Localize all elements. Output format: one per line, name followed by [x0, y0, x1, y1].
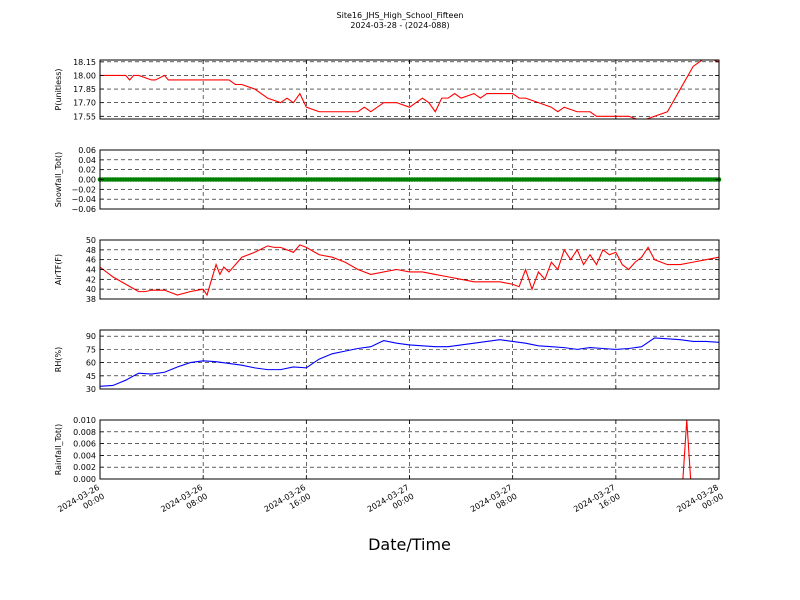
panel-4: 90 75 60 45 30 RH(%)	[54, 329, 720, 394]
chart-title: Site16_JHS_High_School_Fifteen 2024-03-2…	[0, 11, 800, 31]
y-axis-label: Rainfall_Tot()	[54, 424, 63, 476]
series-line	[100, 337, 719, 387]
chart-title-line2: 2024-03-28 - (2024-088)	[350, 21, 450, 30]
y-tick-label: 44	[86, 266, 96, 275]
y-axis-label: P(unitless)	[54, 68, 63, 110]
y-tick-label: 0.02	[78, 166, 96, 175]
panel-5: 0.010 0.008 0.006 0.004 0.002 0.000 Rainfall_T…	[54, 416, 720, 484]
y-tick-label: 48	[86, 246, 96, 255]
y-tick-label: 0.006	[73, 440, 96, 449]
y-axis-label: AirTF(F)	[54, 254, 63, 285]
y-tick-label: 0.008	[73, 428, 96, 437]
y-tick-label: 30	[86, 385, 96, 394]
y-tick-label: 17.85	[73, 85, 96, 94]
y-tick-label: 0.000	[73, 475, 96, 484]
series-line	[100, 60, 719, 119]
y-tick-label: 40	[86, 285, 96, 294]
y-tick-label: 90	[86, 332, 96, 341]
y-tick-label: 0.04	[78, 156, 96, 165]
y-tick-label: 18.15	[73, 58, 96, 67]
x-axis-label: Date/Time	[368, 535, 451, 554]
y-axis-label: RH(%)	[54, 347, 63, 372]
y-tick-label: 0.06	[78, 146, 96, 155]
y-tick-label: −0.04	[71, 195, 96, 204]
y-tick-label: 50	[86, 236, 96, 245]
y-tick-label: 46	[86, 256, 96, 265]
y-tick-label: 45	[86, 372, 96, 381]
chart-title-line1: Site16_JHS_High_School_Fifteen	[336, 11, 464, 20]
series-line	[100, 244, 719, 297]
y-tick-label: 0.00	[78, 176, 96, 185]
y-tick-label: 60	[86, 359, 96, 368]
y-tick-label: 17.70	[73, 99, 96, 108]
y-tick-label: 0.010	[73, 416, 96, 425]
y-tick-label: 38	[86, 295, 96, 304]
y-tick-label: 75	[86, 345, 96, 354]
y-tick-label: 42	[86, 275, 96, 284]
panel-2: 0.060.040.020.00−0.02−0.04−0.06 Snowfall_…	[54, 146, 722, 214]
y-tick-label: 18.00	[73, 71, 96, 80]
y-tick-label: −0.02	[71, 185, 96, 194]
y-axis-label: Snowfall_Tot()	[54, 152, 63, 208]
y-tick-label: 0.004	[73, 451, 96, 460]
panel-1: 18.15 18.00 17.85 17.70 17.55 P(unitless)	[54, 58, 720, 121]
y-tick-label: −0.06	[71, 205, 96, 214]
y-tick-label: 0.002	[73, 463, 96, 472]
y-tick-label: 17.55	[73, 112, 96, 121]
